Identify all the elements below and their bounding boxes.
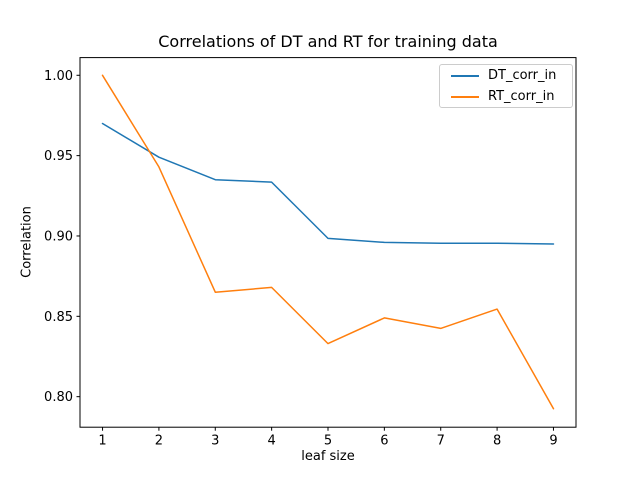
axes-spines: [79, 57, 577, 428]
x-tick-label: 7: [437, 434, 445, 449]
x-axis-label: leaf size: [301, 449, 355, 464]
x-tick-label: 1: [98, 434, 106, 449]
y-tick-label: 0.85: [44, 310, 73, 325]
legend-entry-dt: DT_corr_in: [440, 65, 572, 86]
chart-title: Correlations of DT and RT for training d…: [158, 32, 498, 51]
y-tick-label: 0.90: [44, 229, 73, 244]
y-axis-label: Correlation: [19, 206, 35, 278]
x-tick-label: 9: [549, 434, 557, 449]
rt-line-swatch: [451, 95, 479, 98]
y-tick-label: 0.95: [44, 149, 73, 164]
series-line-RT_corr_in: [101, 74, 555, 410]
legend: DT_corr_in RT_corr_in: [439, 64, 573, 108]
y-tick-label: 1.00: [44, 69, 73, 84]
y-tick-label: 0.80: [44, 390, 73, 405]
x-tick-label: 5: [324, 434, 332, 449]
x-tick-label: 3: [211, 434, 219, 449]
legend-entry-rt: RT_corr_in: [440, 86, 572, 107]
x-tick-label: 6: [380, 434, 388, 449]
x-tick-label: 2: [155, 434, 163, 449]
x-tick-label: 8: [493, 434, 501, 449]
dt-line-swatch: [451, 74, 479, 77]
legend-label-rt: RT_corr_in: [488, 89, 555, 104]
legend-label-dt: DT_corr_in: [488, 68, 557, 83]
series-line-DT_corr_in: [101, 122, 555, 245]
x-tick-label: 4: [267, 434, 275, 449]
